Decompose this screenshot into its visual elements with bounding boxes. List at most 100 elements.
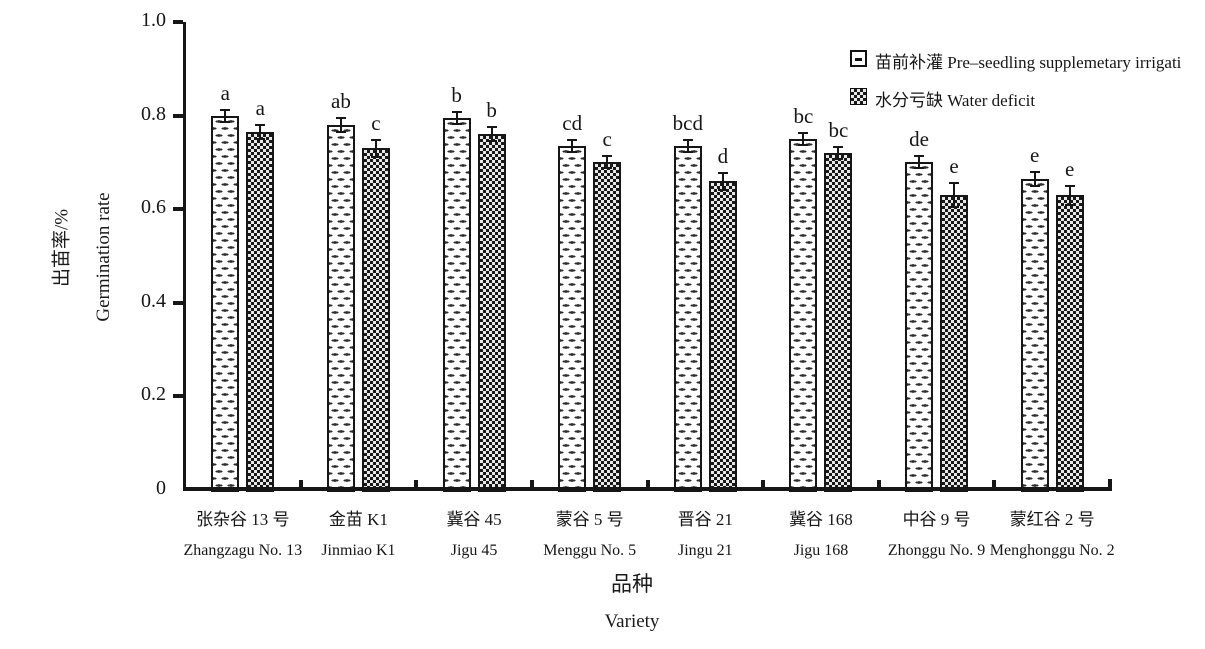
x-category-label-zh: 蒙谷 5 号 — [555, 510, 624, 529]
bar-water-deficit — [246, 131, 275, 492]
x-category-label-en: Zhonggu No. 9 — [887, 542, 986, 559]
error-bar-line — [606, 156, 609, 169]
error-bar-cap-bottom — [255, 138, 266, 140]
sig-letter: cd — [562, 110, 583, 135]
error-bar-cap-bottom — [798, 144, 809, 147]
error-bar-line — [1068, 185, 1071, 205]
sig-letter: a — [255, 95, 265, 120]
sig-letter: e — [1065, 156, 1075, 181]
bar-irrigation — [558, 146, 587, 492]
error-bar-cap-bottom — [567, 151, 578, 154]
x-category-label-zh: 张杂谷 13 号 — [196, 510, 290, 529]
error-bar-cap-top — [682, 138, 693, 141]
error-bar-line — [374, 139, 377, 157]
x-category-label-zh: 晋谷 21 — [677, 510, 733, 529]
error-bar-line — [1033, 171, 1036, 186]
y-tick — [173, 300, 183, 305]
error-bar-cap-bottom — [220, 120, 231, 123]
sig-letter: de — [909, 127, 929, 152]
x-category-label-en: Menghonggu No. 2 — [989, 542, 1115, 559]
x-category-label-en: Jingu 21 — [677, 542, 733, 559]
y-tick-label: 0.4 — [141, 289, 166, 312]
bar-water-deficit — [708, 181, 737, 492]
error-bar-cap-top — [798, 131, 809, 134]
bar-water-deficit — [1055, 195, 1084, 492]
error-bar-cap-bottom — [1029, 184, 1040, 187]
error-bar-cap-top — [1029, 170, 1040, 173]
y-tick — [173, 20, 183, 24]
y-tick-label: 0.2 — [141, 383, 166, 406]
legend-marker-checker-icon — [850, 88, 867, 105]
bar-water-deficit — [477, 134, 506, 492]
sig-letter: bc — [793, 103, 814, 128]
error-bar-cap-top — [717, 171, 728, 174]
legend-label: 水分亏缺 Water deficit — [875, 91, 1036, 110]
error-bar-line — [571, 139, 574, 153]
y-axis-line — [183, 22, 186, 491]
bar-irrigation — [673, 146, 702, 492]
error-bar-cap-top — [949, 182, 960, 185]
x-axis-end-tick — [1108, 479, 1112, 488]
error-bar-cap-top — [833, 145, 844, 148]
error-bar-cap-top — [602, 155, 613, 158]
legend-marker-dashes-icon — [850, 50, 867, 67]
bar-irrigation — [442, 117, 471, 492]
error-bar-cap-bottom — [451, 123, 462, 126]
y-tick-label: 0.6 — [141, 196, 166, 219]
error-bar-line — [953, 183, 956, 207]
error-bar-line — [490, 127, 493, 142]
x-tick — [761, 480, 766, 488]
x-tick — [876, 480, 881, 488]
error-bar-cap-bottom — [335, 130, 346, 133]
x-axis-title-en: Variety — [604, 611, 660, 632]
error-bar-line — [721, 172, 724, 190]
error-bar-cap-bottom — [1064, 203, 1075, 206]
error-bar-cap-top — [1064, 184, 1075, 187]
sig-letter: bcd — [672, 110, 703, 135]
x-category-label-zh: 金苗 K1 — [328, 510, 388, 529]
error-bar-line — [339, 117, 342, 132]
bar-irrigation — [326, 124, 355, 492]
error-bar-cap-bottom — [949, 205, 960, 208]
sig-letter: bc — [828, 117, 849, 142]
error-bar-line — [455, 111, 458, 124]
y-tick — [173, 113, 183, 118]
sig-letter: c — [371, 110, 381, 135]
y-tick-label: 1.0 — [141, 9, 166, 31]
x-category-label-en: Menggu No. 5 — [543, 542, 637, 559]
error-bar-cap-bottom — [833, 158, 844, 161]
bar-irrigation — [1020, 178, 1049, 492]
sig-letter: b — [486, 98, 497, 123]
error-bar-cap-bottom — [717, 188, 728, 191]
error-bar-line — [686, 139, 689, 153]
error-bar-line — [802, 132, 805, 146]
error-bar-cap-top — [335, 116, 346, 119]
bar-irrigation — [211, 115, 240, 492]
error-bar-cap-bottom — [486, 140, 497, 143]
error-bar-cap-bottom — [602, 167, 613, 170]
x-tick — [298, 480, 303, 488]
error-bar-line — [918, 156, 921, 169]
bar-irrigation — [789, 139, 818, 492]
x-category-label-en: Jigu 45 — [450, 542, 498, 559]
x-axis-line — [183, 487, 1112, 491]
bar-water-deficit — [824, 153, 853, 492]
bar-irrigation — [905, 162, 934, 492]
error-bar-cap-top — [370, 138, 381, 141]
y-tick — [173, 394, 183, 399]
x-category-label-en: Zhangzagu No. 13 — [183, 542, 303, 559]
bar-water-deficit — [940, 195, 969, 492]
error-bar-cap-top — [255, 123, 266, 126]
sig-letter: b — [451, 82, 462, 107]
sig-letter: ab — [331, 88, 351, 113]
y-tick — [173, 207, 183, 212]
error-bar-cap-top — [914, 155, 925, 158]
x-axis-title-zh: 品种 — [611, 572, 653, 596]
error-bar-line — [259, 124, 262, 139]
error-bar-cap-bottom — [682, 151, 693, 154]
bar-water-deficit — [593, 162, 622, 492]
error-bar-line — [837, 146, 840, 160]
x-tick — [414, 480, 419, 488]
sig-letter: c — [602, 127, 612, 152]
